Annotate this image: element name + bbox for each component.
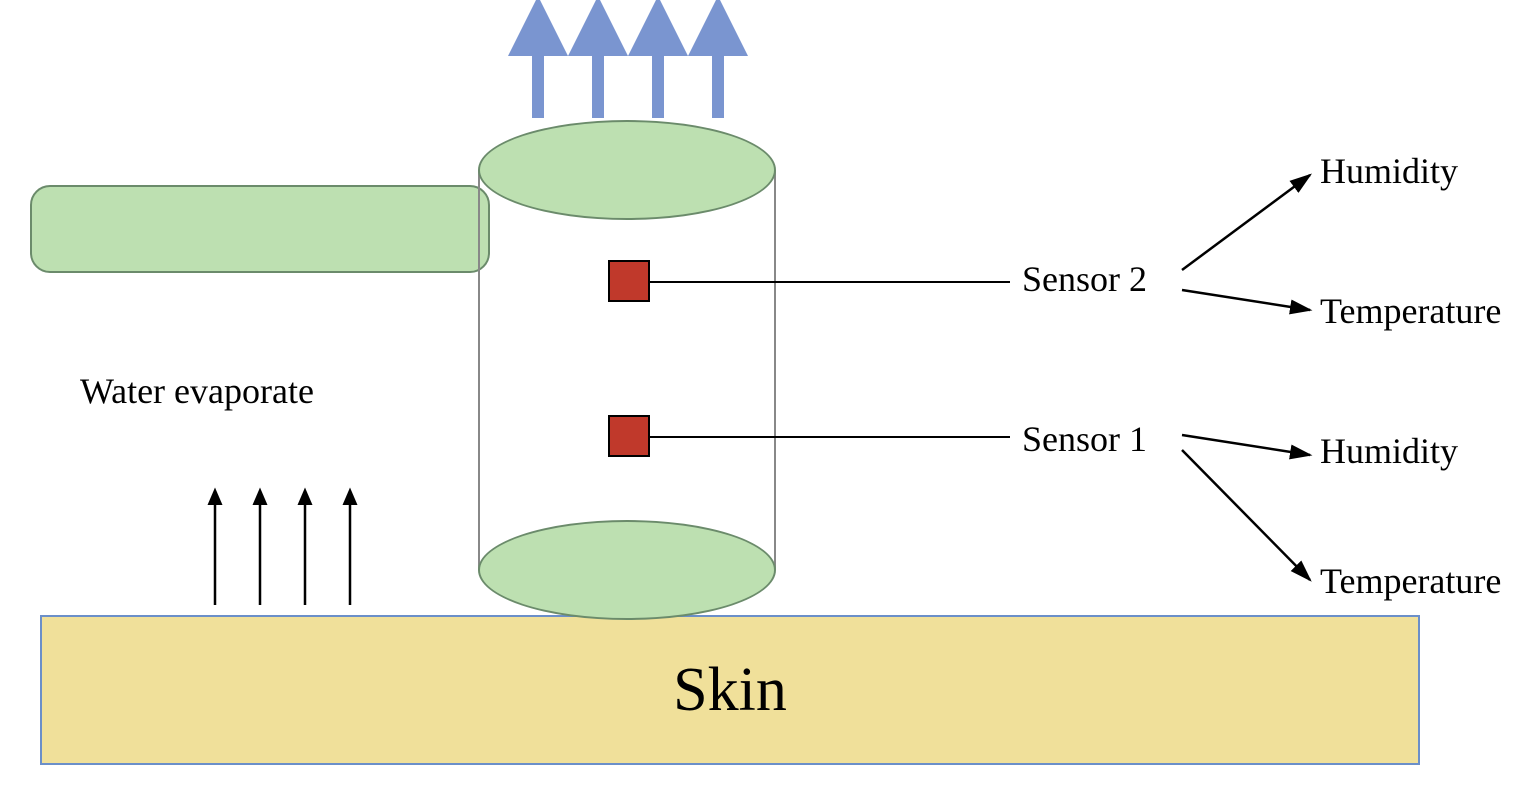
- sensor2-temperature-label: Temperature: [1320, 290, 1501, 332]
- sensor2-humidity-label: Humidity: [1320, 150, 1458, 192]
- skin-label: Skin: [673, 655, 787, 726]
- sensor1-temperature-label: Temperature: [1320, 560, 1501, 602]
- skin-block: Skin: [40, 615, 1420, 765]
- sensor1-humidity-label: Humidity: [1320, 430, 1458, 472]
- cylinder-top-ellipse: [478, 120, 776, 220]
- sensor-2-label: Sensor 2: [1022, 258, 1147, 300]
- sensor-1-label: Sensor 1: [1022, 418, 1147, 460]
- cylinder-bottom-ellipse: [478, 520, 776, 620]
- sensor1-connector-line: [650, 436, 1010, 438]
- cylinder-body: [478, 170, 776, 570]
- sensor-1-marker: [608, 415, 650, 457]
- sensor2-connector-line: [650, 281, 1010, 283]
- device-handle: [30, 185, 490, 273]
- water-evaporate-label: Water evaporate: [80, 370, 314, 412]
- sensor-2-marker: [608, 260, 650, 302]
